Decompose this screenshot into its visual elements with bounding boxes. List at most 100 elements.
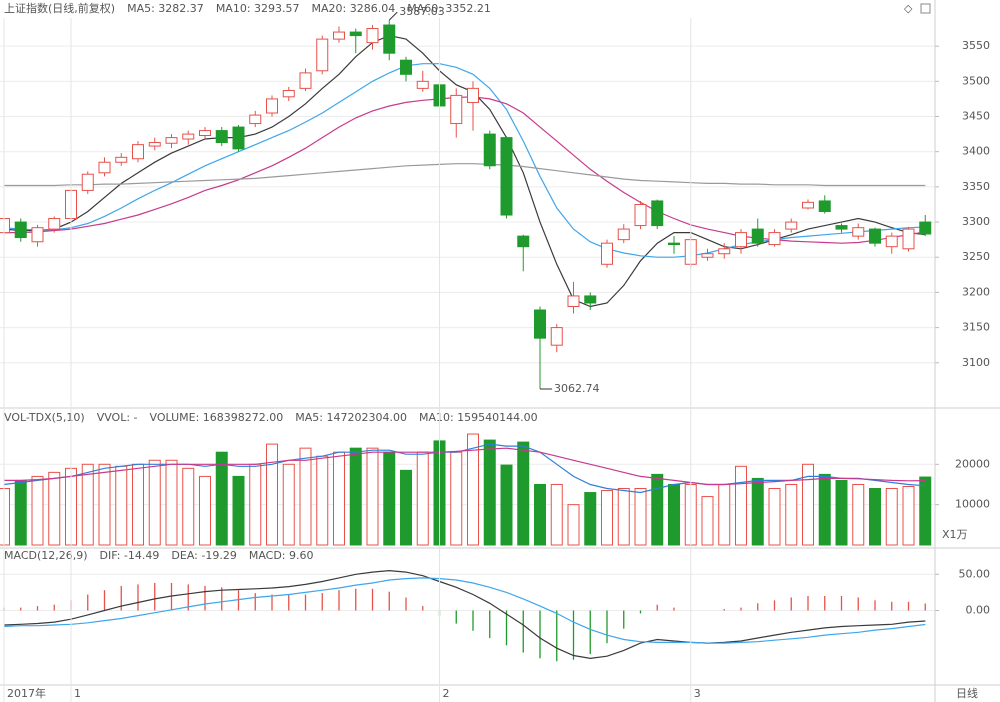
volume-bar xyxy=(550,483,563,546)
candle-body xyxy=(902,228,915,250)
volume-bar xyxy=(735,465,747,546)
volume-bar xyxy=(567,504,580,546)
legend-item: MA60: 3352.21 xyxy=(407,2,491,15)
legend-item: MA10: 3293.57 xyxy=(216,2,300,15)
volume-bar xyxy=(869,488,881,546)
candle-body xyxy=(349,31,362,37)
volume-bar xyxy=(751,477,764,546)
volume-bar xyxy=(383,451,396,546)
legend-item: 上证指数(日线,前复权) xyxy=(4,1,115,15)
candle-body xyxy=(768,232,781,246)
candle-body xyxy=(534,309,546,339)
volume-bar xyxy=(634,488,647,546)
y-tick-label: 3400 xyxy=(962,145,990,158)
volume-bar xyxy=(0,488,10,546)
candle-body xyxy=(617,228,630,241)
candle-body xyxy=(215,130,228,144)
candle-body xyxy=(249,114,262,125)
annotation-leader xyxy=(388,11,398,21)
volume-bar xyxy=(215,451,228,546)
y-tick-label: 3150 xyxy=(962,321,990,334)
volume-bar xyxy=(199,475,211,546)
volume-bar xyxy=(668,483,680,546)
volume-bar xyxy=(400,469,412,546)
volume-bar xyxy=(48,471,61,546)
volume-bar xyxy=(467,433,479,546)
volume-bar xyxy=(500,464,513,546)
volume-bar xyxy=(852,483,865,546)
volume-bar xyxy=(450,451,463,546)
candle-body xyxy=(852,227,865,237)
candle-body xyxy=(651,200,664,227)
volume-bar xyxy=(81,463,94,546)
volume-bar xyxy=(718,483,731,546)
candle-body xyxy=(818,200,831,212)
candle-body xyxy=(450,94,463,125)
period-label: 日线 xyxy=(956,686,978,700)
candle-body xyxy=(483,133,496,167)
candle-body xyxy=(165,137,178,144)
candle-body xyxy=(500,137,513,216)
candle-body xyxy=(132,144,144,160)
x-tick-label: 2017年 xyxy=(7,686,46,700)
legend-item: DIF: -14.49 xyxy=(100,549,160,562)
volume-bar xyxy=(651,473,664,546)
legend-item: MA5: 3282.37 xyxy=(127,2,204,15)
volume-bar xyxy=(266,443,278,546)
legend-item: VOLUME: 168398272.00 xyxy=(150,411,284,424)
legend-item: VVOL: - xyxy=(97,411,138,424)
candle-body xyxy=(148,142,161,147)
candle-body xyxy=(31,227,44,243)
y-tick-label: 3450 xyxy=(962,110,990,123)
candle-body xyxy=(81,173,94,191)
legend-item: MA10: 159540144.00 xyxy=(419,411,538,424)
volume-bar xyxy=(818,473,831,546)
legend-item: MACD: 9.60 xyxy=(249,549,314,562)
candle-body xyxy=(584,295,597,304)
candle-body xyxy=(282,89,295,98)
volume-bar xyxy=(132,463,144,546)
icon-window[interactable] xyxy=(920,3,931,14)
line-series xyxy=(3,577,926,644)
candle-body xyxy=(735,232,747,248)
volume-bar xyxy=(299,447,312,546)
icon-diamond[interactable]: ◇ xyxy=(904,2,913,15)
y-tick-label: 50.00 xyxy=(959,567,991,580)
volume-bar xyxy=(14,479,27,546)
candle-body xyxy=(802,201,814,209)
candle-body xyxy=(400,59,412,75)
legend-item: MA20: 3286.04 xyxy=(312,2,396,15)
annotation: 3587.03 xyxy=(399,5,445,18)
y-tick-label: 3100 xyxy=(962,356,990,369)
y-tick-label: 0.00 xyxy=(966,604,991,617)
y-tick-label: 3250 xyxy=(962,250,990,263)
candle-body xyxy=(366,28,379,44)
volume-bar xyxy=(31,475,44,546)
legend-item: DEA: -19.29 xyxy=(171,549,236,562)
candle-body xyxy=(567,295,580,307)
x-tick-label: 1 xyxy=(74,687,81,700)
candle-body xyxy=(0,218,10,234)
line-series xyxy=(4,447,926,486)
volume-bar xyxy=(802,463,814,546)
volume-bar xyxy=(349,447,362,546)
y-tick-label: 3500 xyxy=(962,74,990,87)
volume-bar xyxy=(517,441,530,546)
volume-bar xyxy=(333,451,345,546)
candle-body xyxy=(517,235,530,248)
volume-bar xyxy=(232,475,245,546)
annotation: 3062.74 xyxy=(554,382,600,395)
volume-bar xyxy=(534,483,546,546)
volume-bar xyxy=(617,488,630,546)
unit-label: X1万 xyxy=(942,528,968,541)
candle-body xyxy=(919,221,932,235)
volume-bar xyxy=(366,447,379,546)
volume-bar xyxy=(902,485,915,546)
volume-bar xyxy=(835,479,848,546)
y-tick-label: 3200 xyxy=(962,285,990,298)
legend-item: MA5: 147202304.00 xyxy=(295,411,407,424)
candle-body xyxy=(718,248,731,255)
